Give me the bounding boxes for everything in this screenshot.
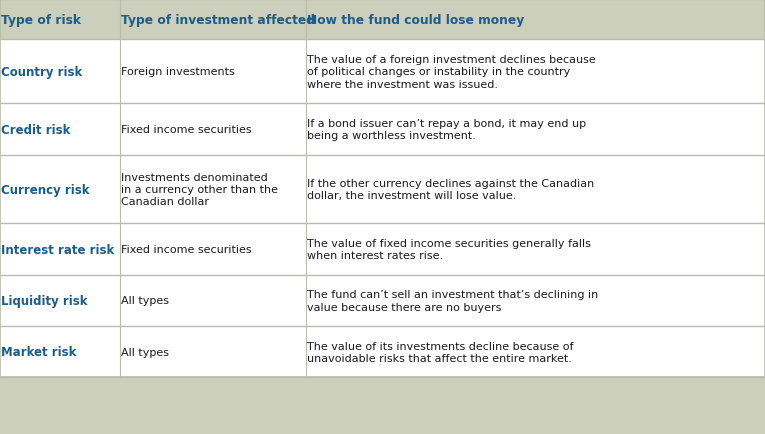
Bar: [0, 155, 765, 224]
Text: How the fund could lose money: How the fund could lose money: [307, 13, 524, 26]
Bar: [0, 104, 765, 155]
Bar: [0, 326, 765, 378]
Text: Type of risk: Type of risk: [1, 13, 81, 26]
Text: Interest rate risk: Interest rate risk: [1, 243, 114, 256]
Text: Foreign investments: Foreign investments: [121, 67, 235, 77]
Text: Investments denominated
in a currency other than the
Canadian dollar: Investments denominated in a currency ot…: [121, 172, 278, 207]
Text: Market risk: Market risk: [1, 345, 76, 358]
Bar: [0, 275, 765, 326]
Text: All types: All types: [121, 296, 169, 306]
Text: The fund can’t sell an investment that’s declining in
value because there are no: The fund can’t sell an investment that’s…: [307, 289, 598, 312]
Text: If a bond issuer can’t repay a bond, it may end up
being a worthless investment.: If a bond issuer can’t repay a bond, it …: [307, 118, 586, 141]
Text: The value of fixed income securities generally falls
when interest rates rise.: The value of fixed income securities gen…: [307, 238, 591, 261]
Text: Fixed income securities: Fixed income securities: [121, 245, 252, 254]
Text: Liquidity risk: Liquidity risk: [1, 294, 87, 307]
Text: If the other currency declines against the Canadian
dollar, the investment will : If the other currency declines against t…: [307, 178, 594, 201]
Bar: [0, 224, 765, 275]
Bar: [0, 0, 765, 40]
Text: All types: All types: [121, 347, 169, 357]
Text: Credit risk: Credit risk: [1, 123, 70, 136]
Text: The value of its investments decline because of
unavoidable risks that affect th: The value of its investments decline bec…: [307, 341, 574, 363]
Text: The value of a foreign investment declines because
of political changes or insta: The value of a foreign investment declin…: [307, 55, 596, 89]
Text: Currency risk: Currency risk: [1, 183, 90, 196]
Bar: [0, 40, 765, 104]
Text: Type of investment affected: Type of investment affected: [121, 13, 315, 26]
Text: Fixed income securities: Fixed income securities: [121, 125, 252, 135]
Text: Country risk: Country risk: [1, 66, 83, 79]
